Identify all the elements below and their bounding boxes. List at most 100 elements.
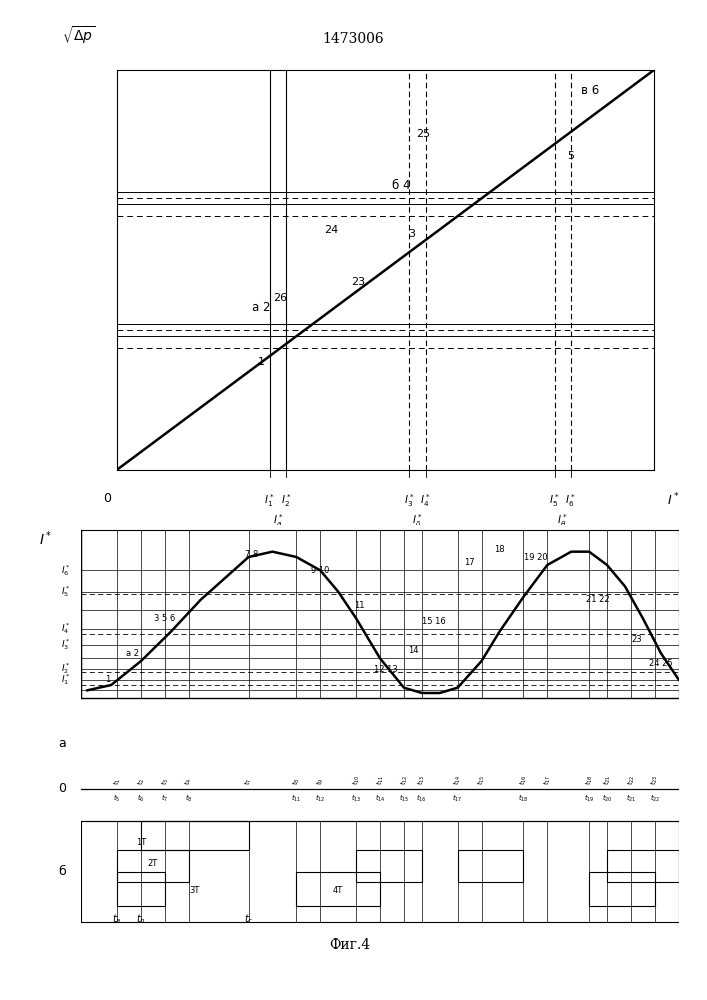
Text: 21 22: 21 22 bbox=[586, 595, 610, 604]
Bar bbox=[457, 850, 523, 882]
Text: $t_{21}$: $t_{21}$ bbox=[602, 775, 613, 785]
Text: $t_a$: $t_a$ bbox=[112, 913, 122, 926]
Text: 0: 0 bbox=[59, 782, 66, 796]
Text: $t_{19}$: $t_{19}$ bbox=[584, 793, 595, 804]
Text: a 2: a 2 bbox=[126, 648, 139, 658]
Text: 3T: 3T bbox=[189, 886, 200, 895]
Text: 19 20: 19 20 bbox=[523, 552, 547, 562]
Text: $t_{17}$: $t_{17}$ bbox=[542, 775, 553, 785]
Text: $I_5^*$: $I_5^*$ bbox=[61, 584, 71, 599]
Text: $I_2^*$: $I_2^*$ bbox=[281, 492, 291, 509]
Text: $t_2$: $t_2$ bbox=[136, 778, 146, 785]
Text: $t_{\rm отн}$: $t_{\rm отн}$ bbox=[706, 691, 707, 705]
Text: 7 8: 7 8 bbox=[245, 550, 258, 559]
Text: 0: 0 bbox=[103, 492, 111, 505]
Text: 15 16: 15 16 bbox=[422, 616, 445, 626]
Text: $t_{11}$: $t_{11}$ bbox=[291, 793, 302, 804]
Text: $t_{22}$: $t_{22}$ bbox=[650, 793, 660, 804]
Text: $t_7$: $t_7$ bbox=[161, 793, 169, 804]
Text: $t_{12}$: $t_{12}$ bbox=[398, 774, 409, 785]
Text: 24: 24 bbox=[325, 225, 339, 235]
Text: 12 13: 12 13 bbox=[374, 664, 398, 674]
Text: Фиг.3: Фиг.3 bbox=[300, 536, 341, 550]
Text: 3: 3 bbox=[409, 229, 416, 239]
Text: $t_{11}$: $t_{11}$ bbox=[375, 775, 385, 785]
Text: $t_{13}$: $t_{13}$ bbox=[351, 793, 361, 804]
Text: 1: 1 bbox=[258, 357, 265, 367]
Text: $I_6^*$: $I_6^*$ bbox=[61, 563, 71, 578]
Text: 11: 11 bbox=[354, 600, 364, 609]
Text: $I^*$: $I^*$ bbox=[667, 492, 680, 509]
Text: б 4: б 4 bbox=[392, 179, 411, 192]
Text: $t_{23}$: $t_{23}$ bbox=[649, 774, 660, 785]
Bar bbox=[141, 821, 249, 850]
Text: $t_{16}$: $t_{16}$ bbox=[416, 793, 427, 804]
Text: a: a bbox=[59, 737, 66, 750]
Text: $t_{20}$: $t_{20}$ bbox=[602, 793, 612, 804]
Text: $t_6$: $t_6$ bbox=[137, 793, 145, 804]
Text: 2T: 2T bbox=[148, 859, 158, 868]
Bar bbox=[117, 850, 189, 882]
Text: $t_4$: $t_4$ bbox=[183, 777, 194, 785]
Text: $t_1$: $t_1$ bbox=[112, 778, 123, 785]
Text: $I_6^*$: $I_6^*$ bbox=[566, 492, 576, 509]
Text: $t_{18}$: $t_{18}$ bbox=[583, 774, 595, 785]
Text: $I_3^*$: $I_3^*$ bbox=[61, 638, 71, 652]
Text: $t_{14}$: $t_{14}$ bbox=[452, 774, 463, 785]
Text: 1473006: 1473006 bbox=[322, 32, 385, 46]
Text: $t_5$: $t_5$ bbox=[113, 793, 121, 804]
Text: $t_{21}$: $t_{21}$ bbox=[626, 793, 636, 804]
Bar bbox=[356, 850, 422, 882]
Text: a 2: a 2 bbox=[252, 301, 271, 314]
Text: 17: 17 bbox=[464, 558, 475, 567]
Text: $I_1^*$: $I_1^*$ bbox=[61, 672, 71, 687]
Text: $t_3$: $t_3$ bbox=[159, 778, 170, 785]
Text: $I_\theta^*$: $I_\theta^*$ bbox=[557, 512, 568, 529]
Text: 25: 25 bbox=[416, 129, 430, 139]
Bar bbox=[117, 872, 165, 906]
Text: $t_{18}$: $t_{18}$ bbox=[518, 793, 529, 804]
Text: $t_{22}$: $t_{22}$ bbox=[625, 774, 636, 785]
Text: $I_5^*$: $I_5^*$ bbox=[549, 492, 560, 509]
Bar bbox=[589, 872, 655, 906]
Text: 23: 23 bbox=[631, 635, 642, 644]
Text: $t_{10}$: $t_{10}$ bbox=[351, 774, 362, 785]
Text: 4T: 4T bbox=[333, 886, 344, 895]
Text: $t_9$: $t_9$ bbox=[315, 778, 326, 785]
Text: 1: 1 bbox=[105, 675, 111, 684]
Text: 23: 23 bbox=[351, 277, 366, 287]
Text: $t_{12}$: $t_{12}$ bbox=[315, 793, 325, 804]
Text: $t_b$: $t_b$ bbox=[136, 913, 146, 926]
Text: 18: 18 bbox=[494, 544, 505, 554]
Text: 9 10: 9 10 bbox=[311, 566, 329, 575]
Text: $t_c$: $t_c$ bbox=[244, 913, 253, 926]
Text: $t_{16}$: $t_{16}$ bbox=[518, 774, 529, 785]
Text: $t_{14}$: $t_{14}$ bbox=[375, 793, 385, 804]
Text: $t_{13}$: $t_{13}$ bbox=[416, 774, 428, 785]
Text: $I^*$: $I^*$ bbox=[39, 529, 52, 548]
Text: $I_a^*$: $I_a^*$ bbox=[272, 512, 284, 529]
Text: Фиг.4: Фиг.4 bbox=[329, 938, 370, 952]
Text: $t_{17}$: $t_{17}$ bbox=[452, 793, 463, 804]
Text: 5: 5 bbox=[567, 151, 574, 161]
Text: $I_4^*$: $I_4^*$ bbox=[420, 492, 431, 509]
Text: $\sqrt{\Delta p}$: $\sqrt{\Delta p}$ bbox=[62, 24, 95, 46]
Text: 14: 14 bbox=[408, 646, 418, 655]
Text: $I_1^*$: $I_1^*$ bbox=[264, 492, 275, 509]
Text: $I_3^*$: $I_3^*$ bbox=[404, 492, 415, 509]
Text: $I_4^*$: $I_4^*$ bbox=[61, 622, 71, 636]
Text: $t_{15}$: $t_{15}$ bbox=[399, 793, 409, 804]
Bar bbox=[81, 530, 679, 698]
Text: 24 25: 24 25 bbox=[649, 659, 672, 668]
Text: 26: 26 bbox=[274, 293, 288, 303]
Text: б: б bbox=[59, 865, 66, 878]
Bar bbox=[607, 850, 679, 882]
Text: $I_\delta^*$: $I_\delta^*$ bbox=[412, 512, 423, 529]
Text: в 6: в 6 bbox=[581, 84, 600, 97]
Text: 1T: 1T bbox=[136, 838, 146, 847]
Text: $t_7$: $t_7$ bbox=[243, 778, 255, 785]
Text: $I_2^*$: $I_2^*$ bbox=[61, 662, 71, 676]
Bar bbox=[296, 872, 380, 906]
Text: 3 5 6: 3 5 6 bbox=[154, 614, 175, 623]
Text: $t_{15}$: $t_{15}$ bbox=[476, 774, 487, 785]
